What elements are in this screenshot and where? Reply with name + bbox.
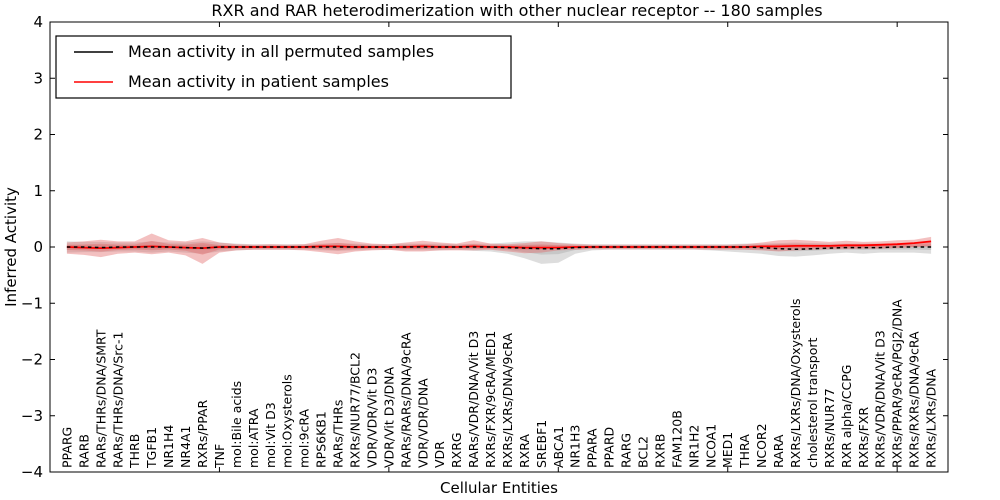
x-tick-label: RXRs/RXRs/DNA/9cRA (907, 331, 922, 468)
x-tick-label: mol:ATRA (246, 408, 261, 468)
x-tick-label: NCOR2 (754, 423, 769, 468)
legend: Mean activity in all permuted samples Me… (55, 35, 512, 99)
x-tick-label: BCL2 (636, 436, 651, 468)
x-tick-label: RXRA (517, 434, 532, 468)
x-tick-label: NR1H4 (161, 425, 176, 468)
x-tick-label: RARs/VDR/DNA/Vit D3 (466, 331, 481, 468)
y-tick-label: 0 (33, 238, 43, 256)
patient-mean-line (66, 240, 932, 250)
legend-label-patient: Mean activity in patient samples (128, 72, 389, 91)
x-tick-label: RXRs/VDR/DNA/Vit D3 (873, 330, 888, 468)
x-tick-label: RXRs/LXRs/DNA/Oxysterols (788, 298, 803, 468)
x-tick-label: NR1H2 (686, 425, 701, 468)
x-tick-label: SREBF1 (534, 420, 549, 468)
x-tick-label: RPS6KB1 (314, 411, 329, 468)
x-tick-label: RARs/RARs/DNA/9cRA (398, 332, 413, 468)
x-tick-label: RXRs/FXR (856, 407, 871, 468)
x-tick-label: mol:9cRA (297, 408, 312, 468)
x-tick-label: RARB (76, 434, 91, 468)
y-tick-label: 3 (33, 69, 43, 87)
x-tick-label: RXRs/PPAR/9cRA/PGJ2/DNA (890, 299, 905, 468)
x-tick-label: NCOA1 (703, 424, 718, 468)
legend-entry-patient: Mean activity in patient samples (74, 72, 389, 91)
x-tick-label: mol:Vit D3 (263, 402, 278, 468)
legend-entry-permuted: Mean activity in all permuted samples (74, 42, 434, 61)
x-tick-label: PPARG (59, 427, 74, 468)
y-tick-label: −1 (21, 294, 43, 312)
x-tick-label: RXR alpha/CCPG (839, 365, 854, 468)
x-tick-label: VDR/VDR/Vit D3 (364, 368, 379, 468)
x-tick-label: PPARA (585, 428, 600, 468)
x-tick-label: FAM120B (669, 410, 684, 468)
y-tick-label: −2 (21, 351, 43, 369)
x-tick-label: TNF (212, 444, 227, 469)
x-tick-label: RARs/THRs/DNA/Src-1 (110, 332, 125, 468)
chart-title: RXR and RAR heterodimerization with othe… (211, 1, 822, 20)
y-tick-label: 4 (33, 13, 43, 31)
x-tick-label: RARG (619, 433, 634, 468)
x-tick-label: RXRs/FXR/9cRA/MED1 (483, 331, 498, 468)
x-tick-label: RARA (771, 434, 786, 468)
x-category-labels: PPARG RARB RARs/THRs/DNA/SMRT RARs/THRs/DNA… (59, 298, 938, 469)
x-tick-label: PPARD (602, 427, 617, 468)
x-tick-label: MED1 (720, 432, 735, 468)
x-axis-label: Cellular Entities (440, 479, 558, 497)
x-tick-label: TGFB1 (144, 427, 159, 469)
y-tick-label: −3 (21, 407, 43, 425)
x-tick-label: RARs/THRs (331, 400, 346, 468)
x-tick-label: NR1H3 (568, 425, 583, 468)
x-tick-label: VDR/Vit D3/DNA (381, 367, 396, 468)
x-tick-label: ABCA1 (551, 426, 566, 468)
x-tick-label: RXRs/NUR77/BCL2 (347, 352, 362, 468)
x-tick-label: NR4A1 (178, 426, 193, 469)
y-tick-labels: 4 3 2 1 0 −1 −2 −3 −4 (21, 13, 43, 481)
x-tick-label: RARs/THRs/DNA/SMRT (93, 329, 108, 468)
x-tick-label: RXRs/LXRs/DNA (924, 368, 939, 468)
y-tick-label: 1 (33, 182, 43, 200)
x-tick-label: mol:Bile acids (229, 381, 244, 468)
x-tick-label: VDR (432, 441, 447, 468)
band-patient-samples-range (66, 233, 932, 264)
legend-label-permuted: Mean activity in all permuted samples (128, 42, 434, 61)
y-axis-label: Inferred Activity (2, 187, 20, 307)
x-tick-label: THRA (737, 434, 752, 469)
x-tick-label: RXRs/LXRs/DNA/9cRA (500, 333, 515, 468)
legend-box (55, 35, 512, 99)
x-tick-label: mol:Oxysterols (280, 374, 295, 468)
x-tick-label: cholesterol transport (805, 337, 820, 468)
x-tick-label: THRB (127, 434, 142, 469)
y-tick-label: −4 (21, 463, 43, 481)
x-tick-label: RXRG (449, 432, 464, 468)
plot-border (49, 21, 949, 473)
x-tick-label: RXRs/NUR77 (822, 388, 837, 468)
x-tick-label: RXRB (652, 433, 667, 468)
x-tick-label: RXRs/PPAR (195, 400, 210, 468)
y-tick-label: 2 (33, 126, 43, 144)
x-tick-label: VDR/VDR/DNA (415, 378, 430, 468)
mean-lines (66, 240, 932, 251)
